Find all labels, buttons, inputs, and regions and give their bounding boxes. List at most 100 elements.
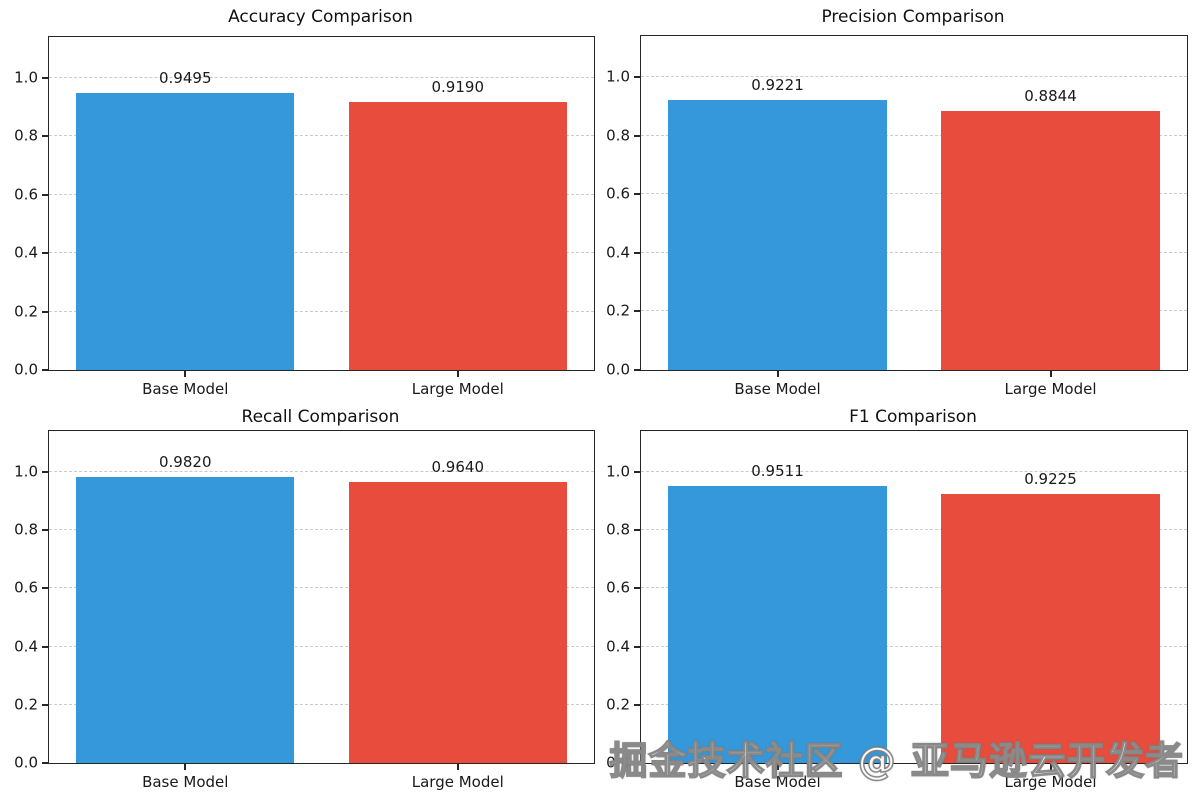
y-tick-label: 0.6 (606, 578, 630, 597)
bar-large-model (348, 101, 567, 370)
y-tick-label: 0.0 (606, 753, 630, 772)
y-tick-label: 1.0 (606, 462, 630, 481)
y-tick-mark (42, 135, 48, 138)
bar-value-label: 0.8844 (1024, 86, 1077, 105)
y-tick-label: 0.8 (14, 520, 38, 539)
bar-large-model (941, 494, 1160, 763)
y-tick-label: 1.0 (14, 462, 38, 481)
y-tick-label: 0.8 (14, 126, 38, 145)
x-tick-label: Base Model (734, 773, 821, 791)
y-tick-label: 0.2 (14, 302, 38, 321)
bar-value-label: 0.9495 (159, 68, 212, 87)
y-tick-mark (42, 470, 48, 473)
y-tick-mark (42, 310, 48, 313)
y-tick-label: 0.0 (14, 753, 38, 772)
bar-value-label: 0.9640 (431, 458, 485, 477)
x-tick-mark (776, 764, 779, 770)
y-tick-label: 0.6 (14, 578, 38, 597)
y-tick-label: 0.2 (606, 301, 630, 320)
y-tick-mark (634, 193, 640, 196)
bar-base-model (76, 477, 295, 763)
y-tick-mark (634, 310, 640, 313)
plot-area-precision: 0.0 0.2 0.4 0.6 0.8 1.0 0.9221 Base Model 0.8844… (606, 35, 1188, 398)
bar-base-model (76, 92, 295, 370)
x-tick-label: Large Model (1004, 773, 1097, 791)
gridline (641, 587, 1187, 589)
gridline (49, 135, 594, 137)
y-tick-label: 0.0 (606, 360, 630, 379)
y-tick-mark (42, 529, 48, 532)
y-tick-mark (634, 369, 640, 371)
y-tick-mark (42, 587, 48, 590)
y-tick-label: 1.0 (14, 68, 38, 87)
chart-title-recall: Recall Comparison (241, 407, 400, 427)
gridline (49, 193, 594, 195)
x-tick-label: Base Model (142, 773, 229, 791)
x-tick-mark (456, 764, 459, 770)
chart-panel-f1: F1 Comparison 0.0 0.2 0.4 0.6 0.8 1.0 0.9511 Ba… (600, 400, 1200, 800)
y-tick-mark (634, 762, 640, 764)
gridline (49, 252, 594, 254)
y-tick-mark (634, 134, 640, 137)
bar-base-model (668, 99, 887, 370)
y-tick-label: 0.2 (14, 695, 38, 714)
gridline (49, 310, 594, 312)
gridline (49, 76, 594, 78)
chart-panel-recall: Recall Comparison 0.0 0.2 0.4 0.6 0.8 1.0 0.98… (0, 400, 600, 800)
y-tick-label: 1.0 (606, 67, 630, 86)
y-tick-mark (634, 470, 640, 473)
gridline (49, 645, 594, 647)
y-tick-mark (42, 645, 48, 648)
bar-value-label: 0.9221 (751, 75, 804, 94)
y-tick-mark (634, 645, 640, 648)
y-tick-mark (634, 76, 640, 79)
y-tick-mark (42, 193, 48, 196)
y-tick-label: 0.2 (606, 695, 630, 714)
y-tick-label: 0.8 (606, 126, 630, 145)
plot-area-accuracy: 0.0 0.2 0.4 0.6 0.8 1.0 0.9495 Base Model 0.9190… (14, 36, 595, 398)
gridline (641, 703, 1187, 705)
y-tick-mark (42, 76, 48, 79)
gridline (641, 310, 1187, 312)
y-tick-mark (634, 587, 640, 590)
bar-value-label: 0.9820 (159, 453, 212, 472)
y-tick-mark (42, 703, 48, 706)
gridline (49, 703, 594, 705)
y-tick-mark (42, 369, 48, 371)
y-tick-mark (634, 703, 640, 706)
y-tick-label: 0.8 (606, 520, 630, 539)
x-tick-label: Large Model (411, 380, 504, 398)
chart-panel-precision: Precision Comparison 0.0 0.2 0.4 0.6 0.8 1.0 0… (600, 0, 1200, 400)
gridline (641, 134, 1187, 136)
y-tick-mark (634, 529, 640, 532)
x-tick-mark (776, 371, 779, 377)
x-tick-label: Base Model (734, 380, 821, 398)
y-tick-mark (634, 251, 640, 254)
gridline (641, 645, 1187, 647)
x-tick-mark (456, 371, 459, 377)
y-tick-label: 0.6 (606, 184, 630, 203)
chart-title-f1: F1 Comparison (849, 407, 977, 427)
gridline (49, 587, 594, 589)
y-tick-mark (42, 762, 48, 764)
gridline (641, 193, 1187, 195)
plot-area-f1: 0.0 0.2 0.4 0.6 0.8 1.0 0.9511 Base Model 0.9225… (606, 430, 1188, 791)
gridline (641, 470, 1187, 472)
bar-value-label: 0.9511 (751, 462, 804, 481)
x-tick-mark (184, 371, 187, 377)
y-tick-label: 0.0 (14, 360, 38, 379)
gridline (641, 529, 1187, 531)
gridline (641, 76, 1187, 78)
x-tick-mark (1049, 371, 1052, 377)
bar-value-label: 0.9225 (1024, 470, 1077, 489)
bar-value-label: 0.9190 (431, 77, 485, 96)
gridline (49, 470, 594, 472)
bar-base-model (668, 486, 887, 763)
y-tick-label: 0.4 (14, 637, 38, 656)
gridline (641, 251, 1187, 253)
y-tick-label: 0.4 (606, 637, 630, 656)
y-tick-label: 0.4 (606, 243, 630, 262)
x-tick-label: Base Model (142, 380, 229, 398)
